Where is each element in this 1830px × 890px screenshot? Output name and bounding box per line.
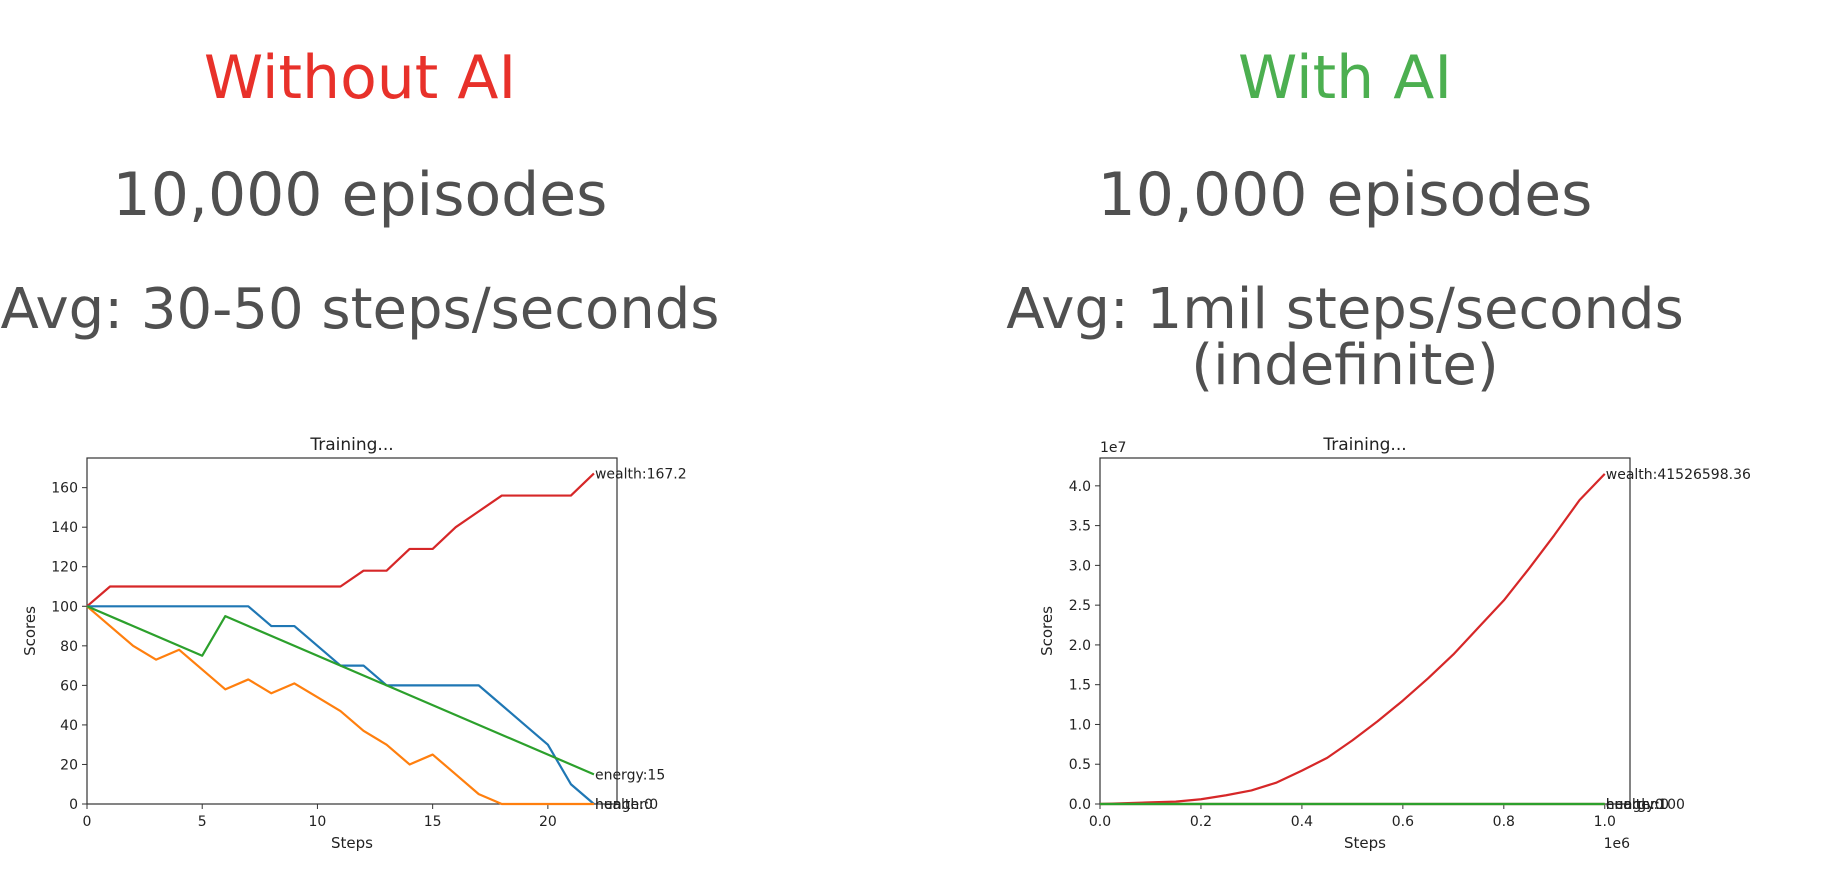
x-tick-label: 20 (539, 814, 557, 830)
y-tick-label: 1.0 (1069, 717, 1091, 733)
series-hunger-end-label: hunger:0 (1606, 797, 1669, 813)
y-offset-label: 1e7 (1100, 440, 1126, 456)
y-tick-label: 0.5 (1069, 757, 1091, 773)
x-offset-label: 1e6 (1604, 836, 1631, 852)
plot-frame (1099, 457, 1631, 805)
y-axis-label: Scores (1038, 606, 1056, 656)
chart-title: Training... (309, 435, 393, 455)
right-avg-text: Avg: 1mil steps/seconds (indefinite) (1006, 277, 1684, 398)
y-tick-label: 0 (69, 797, 78, 813)
series-health-line (87, 605, 595, 805)
series-wealth-line (86, 472, 595, 608)
x-tick-label: 0 (83, 814, 92, 830)
y-tick-label: 120 (51, 560, 78, 576)
plot-frame (86, 457, 618, 805)
chart-without-ai: Training... 0 5 10 15 20 0 20 40 60 80 100 120 140 160… (21, 435, 687, 852)
y-axis-label: Scores (21, 606, 39, 656)
y-tick-label: 160 (51, 481, 78, 497)
series-hunger-end-label: hunger:0 (595, 797, 658, 813)
y-tick-label: 2.5 (1069, 598, 1091, 614)
x-tick-label: 0.4 (1291, 814, 1313, 830)
series-wealth-end-label: wealth:167.2 (595, 466, 687, 482)
x-tick-label: 1.0 (1594, 814, 1616, 830)
y-tick-label: 40 (60, 718, 78, 734)
x-tick-label: 5 (198, 814, 207, 830)
x-tick-label: 0.0 (1089, 814, 1111, 830)
y-tick-label: 100 (51, 599, 78, 615)
chart-with-ai: Training... 0.0 0.2 0.4 0.6 0.8 1.0 0.0 0.5 1.0 1.… (1038, 435, 1751, 852)
x-axis-label: Steps (331, 834, 373, 852)
chart-title: Training... (1322, 435, 1406, 455)
y-tick-label: 4.0 (1069, 479, 1091, 495)
with-ai-heading: With AI (1237, 43, 1453, 113)
y-tick-label: 2.0 (1069, 638, 1091, 654)
series-energy-end-label: energy:100 (1606, 797, 1685, 813)
x-tick-label: 0.8 (1493, 814, 1515, 830)
x-tick-label: 10 (309, 814, 327, 830)
y-tick-label: 20 (60, 757, 78, 773)
y-tick-label: 140 (51, 520, 78, 536)
series-health-end-label: health:0 (595, 797, 653, 813)
series-energy-end-label: energy:15 (595, 767, 665, 783)
series-health-end-label: health:0 (1606, 797, 1664, 813)
x-tick-label: 15 (424, 814, 442, 830)
x-tick-label: 0.6 (1392, 814, 1414, 830)
x-axis-label: Steps (1344, 834, 1386, 852)
y-tick-label: 80 (60, 639, 78, 655)
y-tick-label: 3.5 (1069, 519, 1091, 535)
right-episodes-text: 10,000 episodes (1097, 160, 1593, 230)
series-wealth-end-label: wealth:41526598.36 (1606, 467, 1751, 483)
y-tick-label: 0.0 (1069, 797, 1091, 813)
x-tick-label: 0.2 (1190, 814, 1212, 830)
y-tick-label: 60 (60, 678, 78, 694)
y-tick-label: 3.0 (1069, 558, 1091, 574)
left-episodes-text: 10,000 episodes (112, 160, 608, 230)
y-tick-label: 1.5 (1069, 678, 1091, 694)
series-energy-line (86, 605, 595, 776)
left-avg-text: Avg: 30-50 steps/seconds (0, 277, 720, 342)
without-ai-heading: Without AI (203, 43, 517, 113)
series-hunger-line (86, 605, 594, 806)
series-wealth-line (1099, 473, 1606, 806)
